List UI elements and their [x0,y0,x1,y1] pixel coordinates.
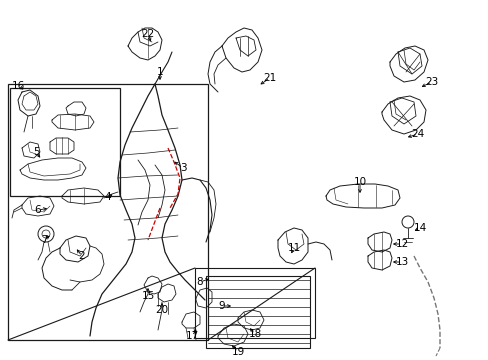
Text: 16: 16 [11,81,24,91]
Text: 2: 2 [79,251,85,261]
Text: 12: 12 [395,239,408,249]
Bar [195,268,314,338]
Text: 3: 3 [179,163,186,173]
Text: 15: 15 [141,291,154,301]
Bar [205,276,309,348]
Text: 20: 20 [155,305,168,315]
Text: 14: 14 [412,223,426,233]
Text: 5: 5 [33,147,39,157]
Text: 10: 10 [353,177,366,187]
Text: 17: 17 [185,331,198,341]
Text: 4: 4 [104,192,111,202]
Text: 22: 22 [141,29,154,39]
Text: 1: 1 [156,67,163,77]
Text: 6: 6 [35,205,41,215]
Text: 18: 18 [248,329,261,339]
Circle shape [401,216,413,228]
Text: 9: 9 [218,301,225,311]
Bar [10,88,120,196]
Text: 21: 21 [263,73,276,83]
Text: 11: 11 [287,243,300,253]
Text: 13: 13 [395,257,408,267]
Text: 23: 23 [425,77,438,87]
Bar [8,84,207,340]
Text: 24: 24 [410,129,424,139]
Text: 7: 7 [41,235,47,245]
Text: 19: 19 [231,347,244,357]
Text: 8: 8 [196,277,203,287]
